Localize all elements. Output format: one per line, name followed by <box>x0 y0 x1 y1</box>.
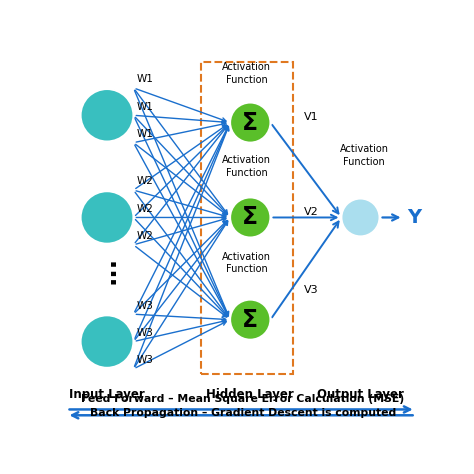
Text: Σ: Σ <box>242 205 258 229</box>
Circle shape <box>230 197 271 237</box>
Text: Output Layer: Output Layer <box>317 388 404 401</box>
Text: W1: W1 <box>137 129 154 139</box>
Text: W3: W3 <box>137 328 154 338</box>
Circle shape <box>341 199 380 237</box>
Text: Activation
Function: Activation Function <box>222 62 271 84</box>
Circle shape <box>230 102 271 143</box>
Text: V3: V3 <box>303 285 318 295</box>
Circle shape <box>81 315 134 368</box>
Text: W2: W2 <box>137 176 154 186</box>
Text: Hidden Layer: Hidden Layer <box>206 388 294 401</box>
Circle shape <box>81 191 134 244</box>
Text: ...: ... <box>95 256 119 284</box>
Text: Σ: Σ <box>242 308 258 332</box>
Text: W2: W2 <box>137 231 154 241</box>
Circle shape <box>81 89 134 142</box>
Text: Activation
Function: Activation Function <box>222 155 271 178</box>
Text: W1: W1 <box>137 74 154 84</box>
Circle shape <box>230 300 271 340</box>
Text: Back Propagation – Gradient Descent is computed: Back Propagation – Gradient Descent is c… <box>90 408 396 418</box>
Text: Activation
Function: Activation Function <box>340 144 389 167</box>
Text: Y: Y <box>407 208 421 227</box>
Text: W3: W3 <box>137 301 154 310</box>
Text: Input Layer: Input Layer <box>69 388 145 401</box>
Text: V2: V2 <box>303 207 318 217</box>
Text: W1: W1 <box>137 101 154 112</box>
Text: Feed Forward – Mean Square Error Calculation (MSE): Feed Forward – Mean Square Error Calcula… <box>82 394 404 404</box>
Text: Σ: Σ <box>242 110 258 135</box>
Text: W2: W2 <box>137 204 154 214</box>
Text: W3: W3 <box>137 356 154 365</box>
Text: Activation
Function: Activation Function <box>222 252 271 274</box>
Text: V1: V1 <box>303 112 318 122</box>
